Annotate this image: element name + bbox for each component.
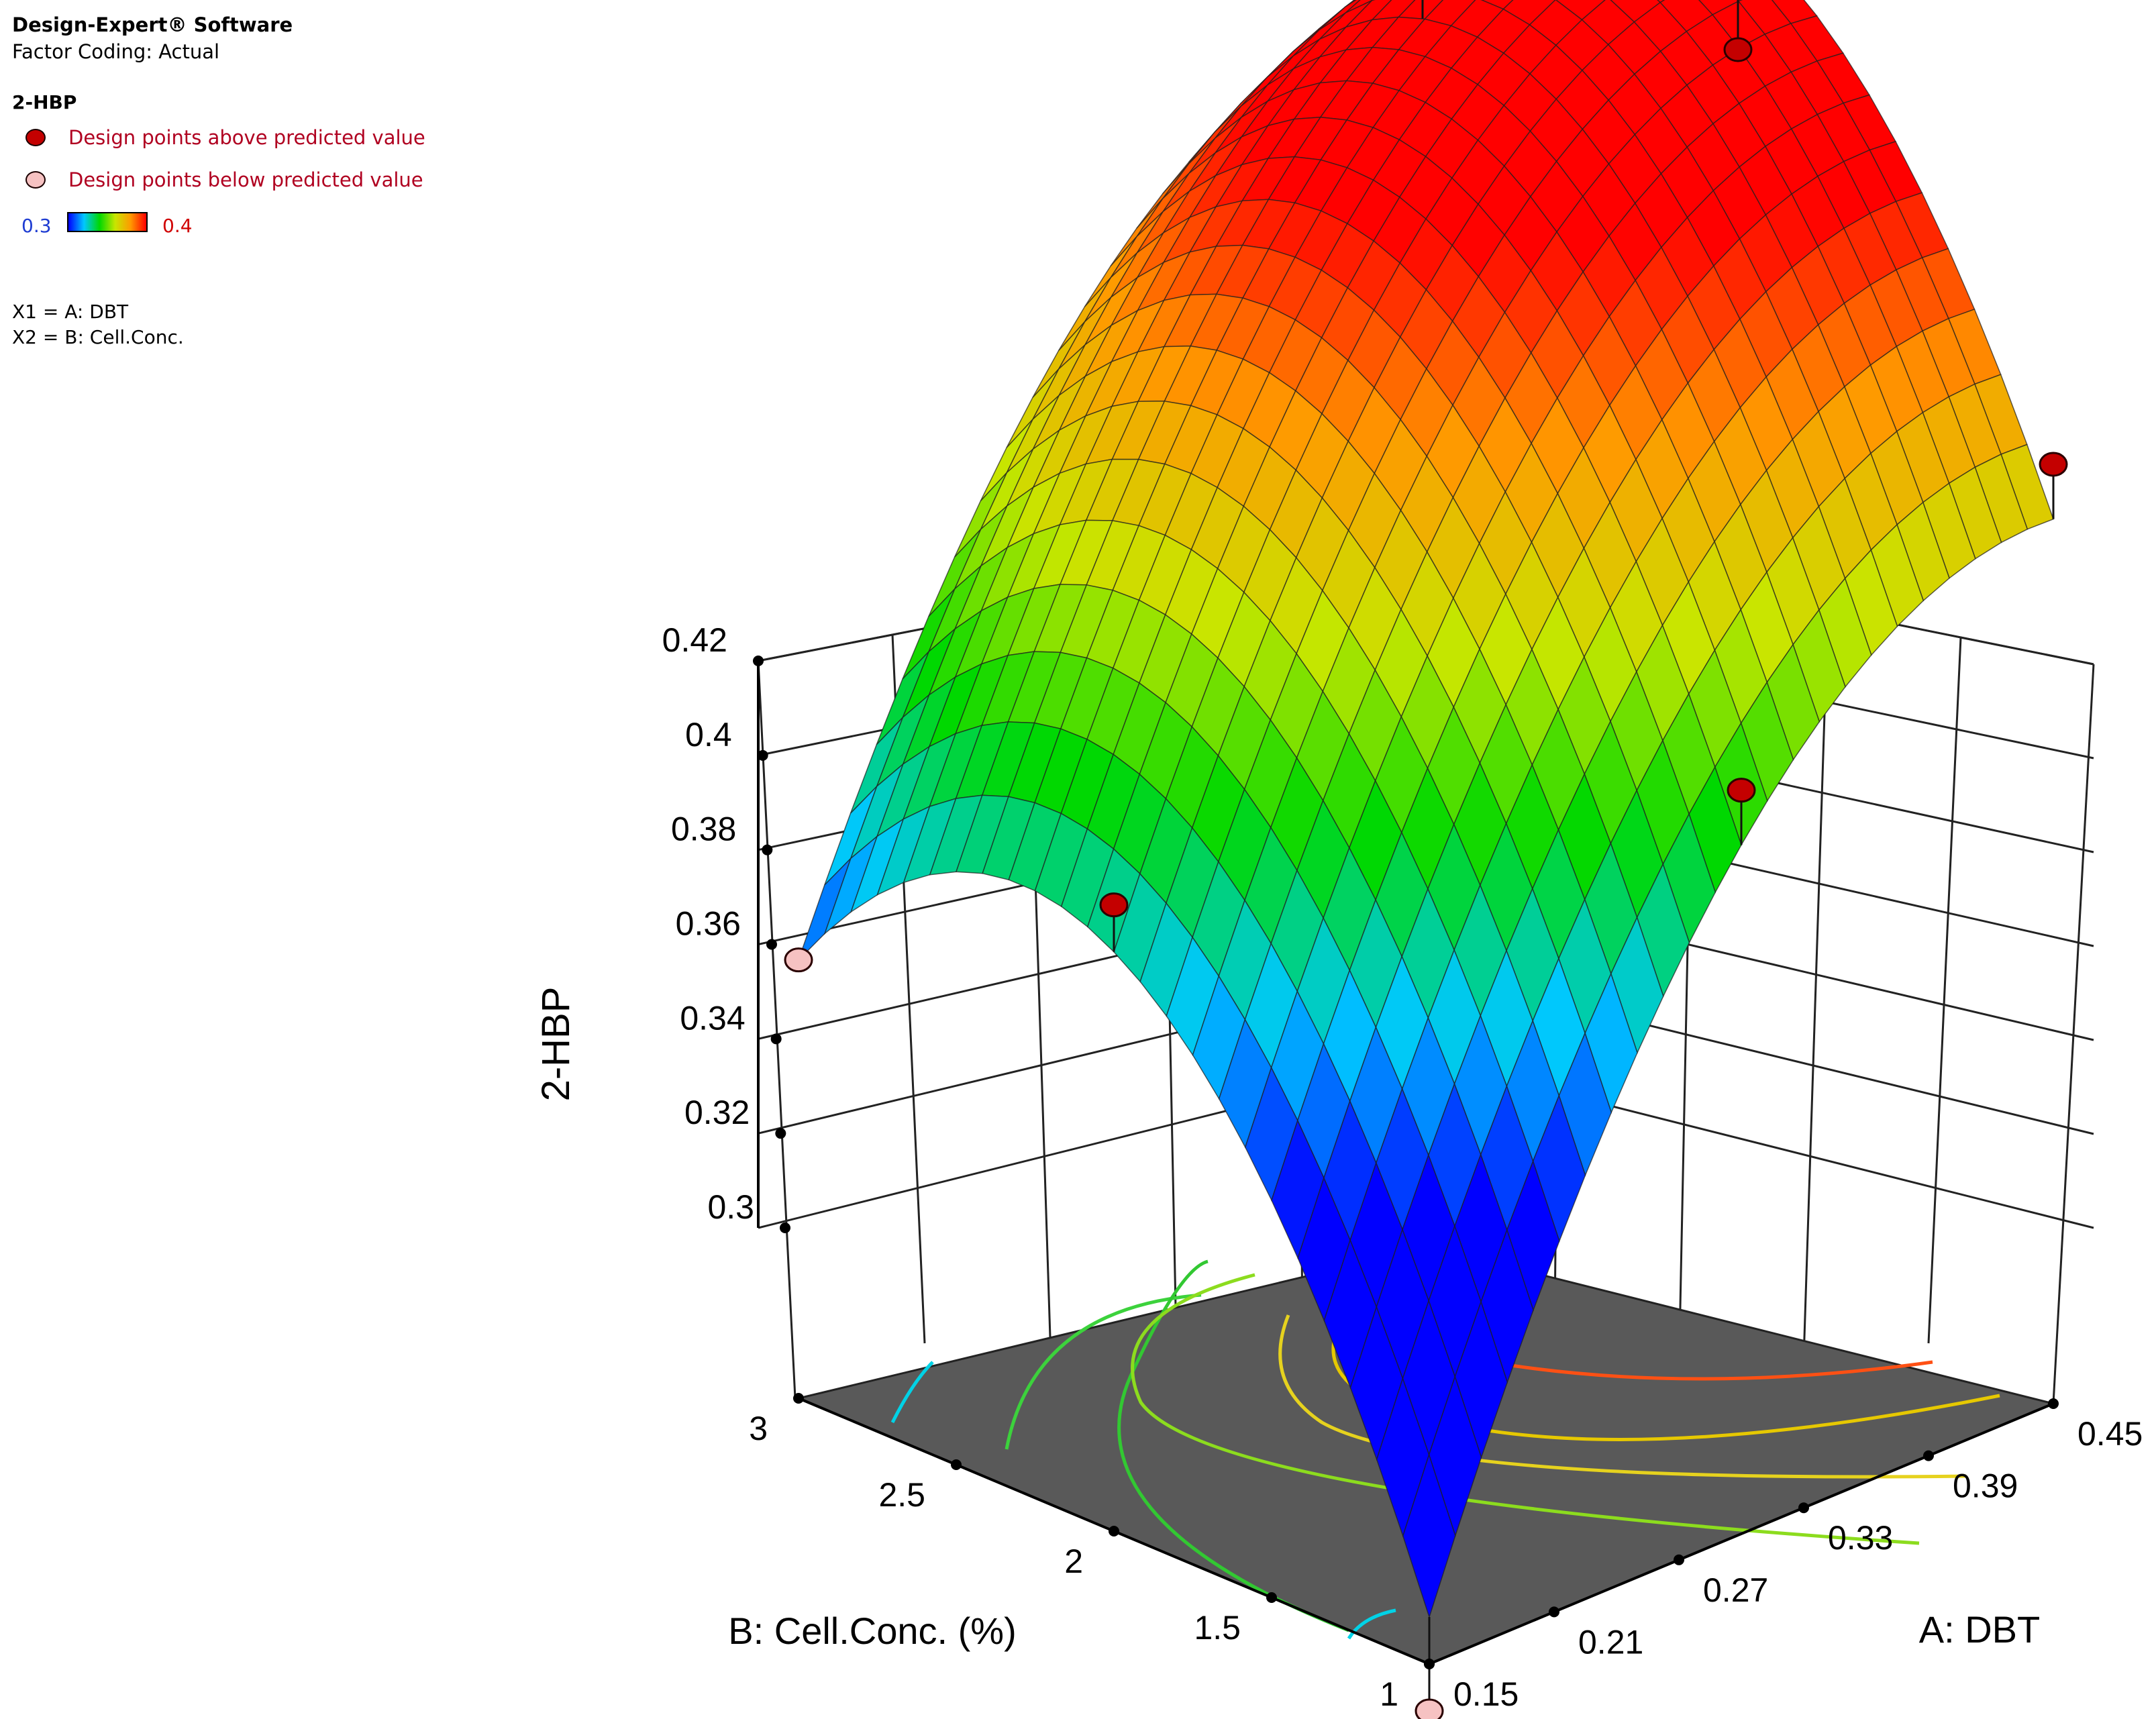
design-point-1 — [784, 947, 813, 973]
below-point-legend-icon — [25, 171, 46, 189]
y-axis-title: B: Cell.Conc. (%) — [728, 1610, 1016, 1652]
below-point-legend-label: Design points below predicted value — [68, 168, 423, 191]
x-tick-4 — [1923, 1450, 1934, 1461]
design-point-3 — [1099, 892, 1129, 918]
z-tick-1 — [775, 1128, 786, 1139]
z-axis-title: 2-HBP — [534, 987, 578, 1102]
y-tick-label-4: 3 — [749, 1410, 768, 1447]
colorbar — [67, 212, 148, 232]
z-tick-label-3: 0.36 — [676, 905, 741, 943]
z-tick-label-0: 0.3 — [707, 1188, 754, 1226]
y-tick-label-1: 1.5 — [1194, 1609, 1241, 1647]
x-axis-title: A: DBT — [1919, 1608, 2040, 1651]
response-surface — [798, 0, 2054, 1619]
design-point-0 — [1415, 1698, 1444, 1719]
x-tick-label-5: 0.45 — [2077, 1415, 2143, 1453]
x-tick-2 — [1674, 1554, 1684, 1565]
z-tick-label-1: 0.32 — [684, 1094, 750, 1131]
z-tick-label-5: 0.4 — [685, 716, 732, 753]
factor-x1-label: X1 = A: DBT — [12, 301, 129, 323]
above-point-legend-label: Design points above predicted value — [68, 126, 425, 149]
x-tick-label-1: 0.21 — [1578, 1623, 1643, 1661]
wall-right-edge — [2052, 664, 2095, 1404]
floor-contour-7 — [1347, 1608, 1396, 1640]
right-wall-vgrid-3 — [1927, 637, 1962, 1344]
z-tick-5 — [757, 749, 768, 761]
z-tick-6 — [753, 656, 764, 666]
z-tick-2 — [770, 1033, 782, 1045]
floor-contour-6 — [1489, 1360, 1933, 1381]
y-tick-1 — [1266, 1592, 1277, 1603]
floor-contour-3 — [1131, 1273, 1920, 1545]
x-tick-5 — [2048, 1398, 2059, 1409]
y-tick-0 — [1424, 1659, 1435, 1669]
colorbar-high-label: 0.4 — [162, 215, 193, 237]
floor-contour-5 — [1331, 1335, 2000, 1441]
x-tick-label-0: 0.15 — [1453, 1675, 1519, 1713]
factor-x2-label: X2 = B: Cell.Conc. — [12, 326, 184, 348]
x-tick-label-2: 0.27 — [1703, 1571, 1768, 1609]
design-point-6 — [1723, 37, 1753, 62]
floor-contour-1 — [1005, 1293, 1202, 1450]
above-point-legend-icon — [25, 129, 46, 146]
y-tick-2 — [1109, 1526, 1119, 1536]
z-tick-label-6: 0.42 — [662, 621, 727, 659]
z-tick-label-4: 0.38 — [671, 811, 736, 848]
x-tick-3 — [1798, 1502, 1809, 1514]
x-tick-label-4: 0.39 — [1953, 1467, 2018, 1505]
wall-left-edge — [757, 660, 797, 1399]
z-tick-3 — [766, 939, 777, 950]
z-tick-label-2: 0.34 — [680, 999, 745, 1037]
y-tick-4 — [793, 1393, 804, 1404]
z-tick-0 — [780, 1222, 790, 1233]
z-tick-4 — [762, 844, 773, 855]
right-wall-vgrid-2 — [1802, 610, 1829, 1359]
design-point-2 — [2039, 452, 2068, 477]
y-tick-label-3: 2.5 — [878, 1476, 925, 1514]
y-tick-label-2: 2 — [1064, 1543, 1083, 1580]
x-axis-line — [1429, 1402, 2054, 1665]
x-tick-1 — [1549, 1606, 1559, 1618]
y-tick-3 — [951, 1459, 962, 1470]
legend-panel: Design-Expert® Software Factor Coding: A… — [12, 9, 522, 358]
surface-facet-575 — [1402, 1453, 1456, 1619]
y-tick-label-0: 1 — [1380, 1675, 1398, 1713]
factor-coding-label: Factor Coding: Actual — [12, 40, 220, 63]
floor-contour-0 — [890, 1361, 934, 1424]
design-point-4 — [1727, 778, 1756, 803]
software-title: Design-Expert® Software — [12, 13, 293, 36]
x-tick-label-3: 0.33 — [1828, 1519, 1893, 1557]
axes: 0.15 0.21 0.27 0.33 0.39 0.45 1 1.5 2 2.5 3 0.3 0.32… — [662, 621, 2143, 1713]
colorbar-low-label: 0.3 — [21, 215, 52, 237]
response-name: 2-HBP — [12, 91, 77, 113]
floor-contour-2 — [1117, 1259, 1349, 1632]
design-points — [784, 0, 2068, 1719]
